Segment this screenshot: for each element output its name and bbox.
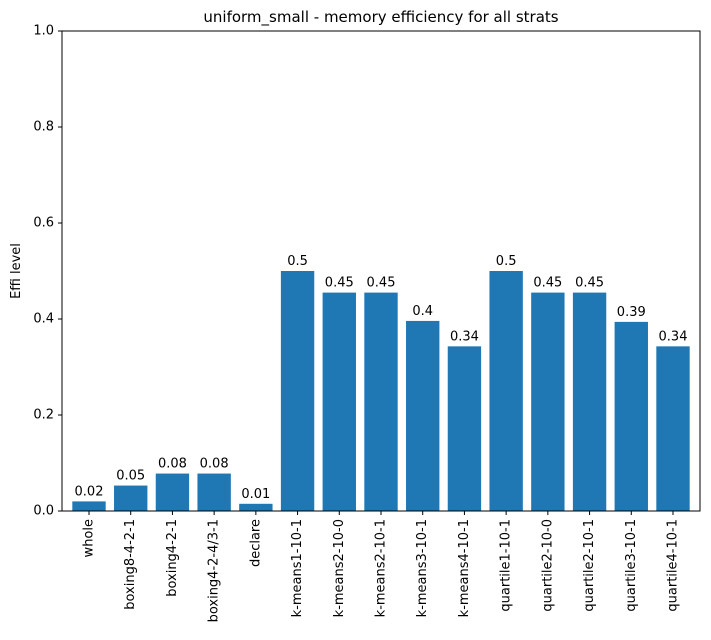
data-label: 0.05	[116, 469, 145, 484]
data-label: 0.5	[496, 254, 517, 269]
x-tick-label: k-means2-10-1	[374, 519, 389, 617]
x-tick-label: k-means4-10-1	[457, 519, 472, 617]
x-tick-label: quartile2-10-0	[540, 519, 555, 612]
bar	[280, 271, 315, 511]
bar	[614, 321, 648, 511]
data-label: 0.45	[325, 276, 354, 291]
x-tick-label: k-means2-10-0	[332, 519, 347, 617]
bar	[197, 473, 231, 511]
x-tick-label: whole	[82, 519, 97, 557]
data-label: 0.5	[287, 254, 308, 269]
x-tick-label: boxing8-4-2-1	[123, 519, 138, 610]
x-tick-label: quartile3-10-1	[624, 519, 639, 612]
bar	[656, 346, 690, 511]
data-label: 0.34	[450, 329, 479, 344]
data-label: 0.45	[367, 276, 396, 291]
x-tick-label: quartile1-10-1	[499, 519, 514, 612]
x-tick-label: boxing4-2-4/3-1	[207, 519, 222, 622]
data-label: 0.34	[659, 329, 688, 344]
data-label: 0.45	[575, 276, 604, 291]
bar	[364, 292, 398, 511]
bar	[531, 292, 565, 511]
bar	[322, 292, 356, 511]
y-axis-label: Effi level	[9, 243, 24, 299]
bar	[572, 292, 607, 511]
data-label: 0.39	[617, 305, 646, 320]
x-tick-label: declare	[248, 519, 263, 567]
data-labels-group: 0.02 0.05 0.08 0.08 0.01 0.5 0.45 0.45 0.4 0.34 0.…	[75, 254, 688, 502]
x-tick-label: k-means1-10-1	[290, 519, 305, 617]
bar	[489, 271, 523, 511]
data-label: 0.02	[75, 484, 104, 499]
y-axis: 0.0 0.2 0.4 0.6 0.8 1.0	[33, 24, 62, 519]
plot-area-frame	[61, 30, 701, 512]
x-tick-label: quartile2-10-1	[582, 519, 597, 612]
x-tick-label: boxing4-2-1	[165, 519, 180, 597]
data-label: 0.08	[200, 457, 229, 472]
y-tick-label: 0.0	[33, 504, 54, 519]
bars-group	[72, 271, 690, 511]
data-label: 0.01	[241, 487, 270, 502]
bar	[72, 501, 106, 511]
data-label: 0.45	[533, 276, 562, 291]
y-tick-label: 0.4	[33, 312, 54, 327]
chart-title: uniform_small - memory efficiency for al…	[203, 8, 558, 27]
x-axis: whole boxing8-4-2-1 boxing4-2-1 boxing4-2-4…	[82, 511, 681, 622]
y-tick-label: 0.8	[33, 120, 54, 135]
x-tick-label: k-means3-10-1	[415, 519, 430, 617]
y-tick-label: 0.2	[33, 408, 54, 423]
x-tick-label: quartile4-10-1	[666, 519, 681, 612]
data-label: 0.08	[158, 457, 187, 472]
bar	[239, 503, 273, 511]
bar	[406, 320, 440, 511]
bar	[114, 485, 148, 511]
y-tick-label: 0.6	[33, 216, 54, 231]
bar	[447, 346, 482, 511]
y-tick-label: 1.0	[33, 24, 54, 39]
data-label: 0.4	[412, 304, 433, 319]
bar	[155, 473, 190, 511]
